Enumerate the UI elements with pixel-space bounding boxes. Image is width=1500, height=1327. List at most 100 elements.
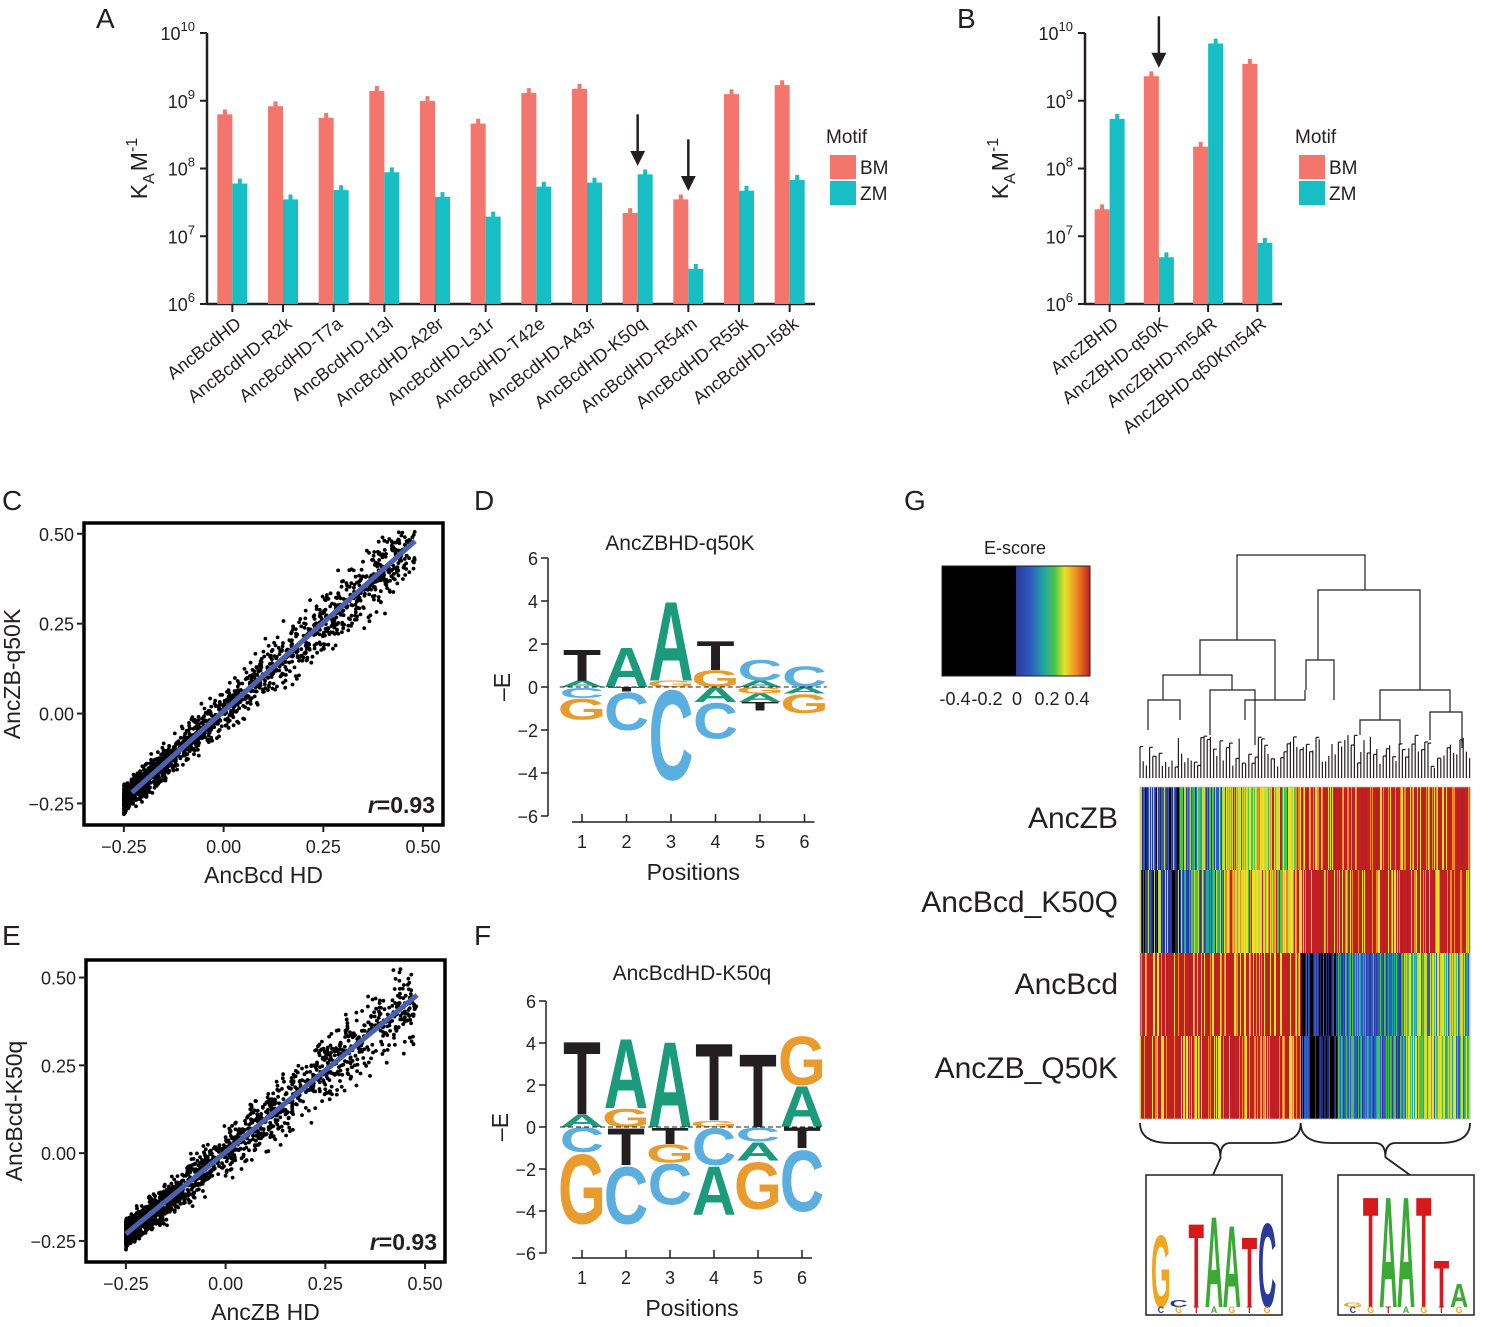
scatter-point — [150, 791, 155, 795]
scatter-point — [243, 1119, 247, 1123]
scatter-point — [372, 1010, 376, 1015]
scatter-point — [325, 593, 329, 597]
scatter-point — [331, 646, 335, 651]
scatter-point — [193, 1161, 198, 1166]
scatter-point — [183, 731, 188, 736]
scatter-point — [317, 1042, 322, 1047]
error-bar — [628, 208, 633, 215]
legend-label-bm: BM — [860, 158, 889, 179]
scatter-point — [266, 643, 271, 648]
scatter-point — [166, 747, 171, 751]
scatter-point — [155, 756, 160, 761]
scatter-point — [259, 660, 264, 664]
scatter-point — [270, 672, 275, 676]
scatter-point — [359, 1047, 363, 1052]
scatter-point — [269, 649, 274, 653]
x-tick-label: 1 — [577, 1268, 587, 1288]
scatter-point — [203, 1156, 208, 1161]
error-bar — [237, 178, 242, 185]
scatter-point — [183, 750, 187, 755]
scatter-point — [259, 1114, 263, 1119]
scatter-point — [372, 550, 377, 554]
scatter-point — [400, 986, 405, 991]
scatter-point — [280, 1128, 285, 1133]
scatter-point — [385, 586, 390, 590]
scatter-point — [248, 1107, 253, 1112]
scatter-point — [231, 705, 236, 710]
scatter-point — [395, 581, 400, 586]
scatter-point — [402, 1039, 407, 1044]
scatter-point — [283, 685, 288, 690]
scatter-point — [189, 745, 194, 750]
x-tick-label: 1 — [577, 832, 587, 852]
scatter-point — [144, 790, 149, 795]
scatter-point — [378, 1011, 383, 1016]
scatter-point — [261, 1127, 266, 1132]
scatter-point — [208, 696, 213, 701]
scatter-point — [243, 1141, 248, 1146]
scatter-point — [296, 655, 301, 660]
scatter-point — [236, 1148, 241, 1152]
scatter-point — [348, 1032, 353, 1037]
scatter-point — [396, 538, 400, 543]
scatter-point — [143, 1207, 148, 1212]
scatter-point — [335, 627, 339, 632]
bar-chart-panel-b: 1061071081091010KAM-1AncZBHDAncZBHD-q50K… — [985, 16, 1358, 438]
scatter-point — [407, 556, 411, 561]
scatter-point — [281, 641, 285, 645]
scatter-point — [295, 677, 299, 681]
scatter-point — [253, 651, 258, 656]
scatter-point — [327, 632, 332, 637]
y-tick-label: 4 — [528, 592, 538, 612]
scatter-point — [151, 1214, 156, 1219]
scatter-point — [217, 1143, 222, 1148]
scatter-point — [161, 1221, 165, 1226]
scatter-point — [210, 738, 215, 743]
x-tick-label: 2 — [621, 1268, 631, 1288]
scatter-point — [251, 1133, 255, 1138]
scatter-point — [313, 1048, 317, 1053]
scatter-point — [203, 1195, 207, 1199]
scatter-point — [247, 1148, 251, 1153]
scatter-point — [374, 1006, 378, 1011]
scatter-point — [208, 1172, 213, 1177]
scatter-point — [382, 538, 387, 543]
scatter-point — [400, 530, 405, 535]
scatter-point — [273, 1118, 278, 1122]
logo-letter-a: A — [604, 1019, 648, 1130]
scatter-point — [291, 624, 295, 629]
scatter-point — [368, 1074, 372, 1078]
scatter-point — [250, 1120, 255, 1125]
scatter-point — [276, 646, 281, 650]
scatter-point — [226, 719, 231, 724]
y-tick-label: 0.50 — [39, 525, 74, 545]
scatter-point — [344, 1017, 349, 1022]
scatter-point — [339, 584, 344, 589]
scatter-point — [308, 598, 312, 602]
scatter-point — [268, 681, 272, 685]
scatter-point — [298, 617, 303, 621]
scatter-point — [320, 610, 325, 615]
scatter-point — [389, 574, 394, 579]
scatter-point — [346, 1038, 351, 1043]
scatter-point — [269, 1130, 274, 1135]
scatter-point — [280, 649, 284, 653]
y-axis-label: KAM-1 — [124, 138, 158, 200]
scatter-point — [347, 568, 352, 573]
scatter-point — [303, 608, 308, 613]
scatter-point — [203, 711, 208, 715]
bar-zm — [232, 183, 248, 304]
scatter-point — [370, 1042, 375, 1047]
scatter-point — [201, 1189, 205, 1193]
scatter-point — [181, 762, 185, 767]
scatter-point — [299, 653, 303, 658]
scatter-point — [294, 1069, 298, 1073]
scatter-point — [246, 707, 251, 711]
scatter-point — [377, 558, 382, 562]
scatter-point — [160, 778, 165, 783]
scatter-point — [404, 553, 409, 558]
scatter-point — [338, 1079, 342, 1083]
scatter-point — [236, 1132, 241, 1137]
legend-swatch-bm — [830, 155, 856, 179]
scatter-point — [414, 1004, 419, 1009]
